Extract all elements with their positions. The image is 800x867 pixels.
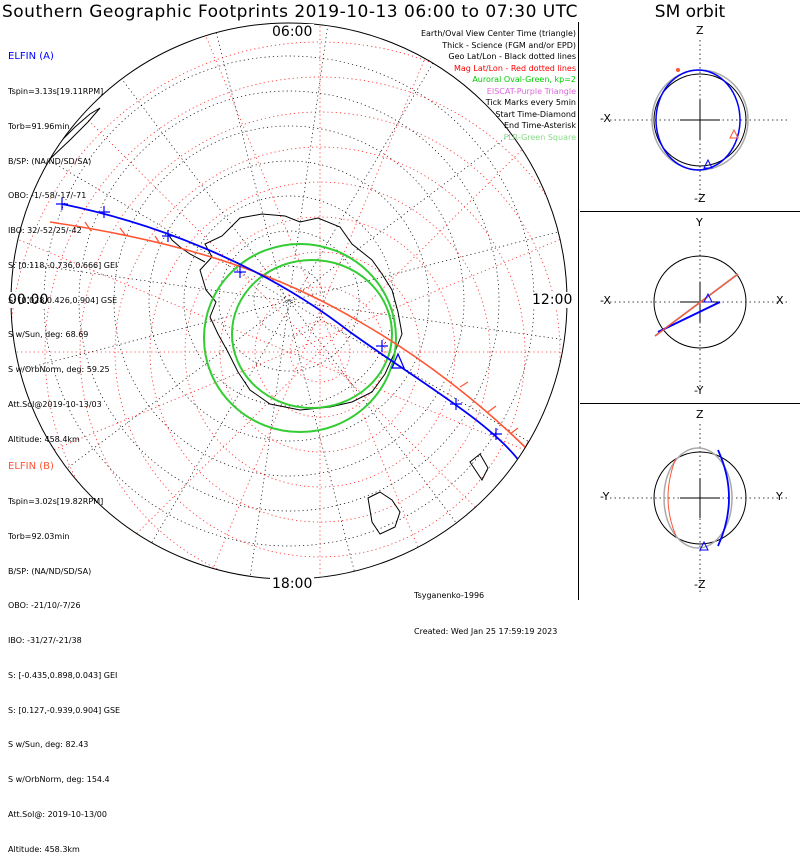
page-title: Southern Geographic Footprints 2019-10-1… [1,2,578,22]
elfin-a-track [61,203,521,463]
sm-panel2-right-label: X [776,294,784,307]
sm-panel3-top-label: Z [696,408,704,421]
elfin-b-ticks [84,221,519,435]
map-legend: Earth/Oval View Center Time (triangle) T… [421,28,576,143]
sm-panel1-bottom-label: -Z [694,192,706,205]
elfin-a-header: ELFIN (A) [8,51,54,63]
australia-coastline [367,491,401,535]
sm-panel-xy: Y -Y -X X [580,214,800,408]
elfin-b-header: ELFIN (B) [8,461,54,473]
sm-panel1-left-label: -X [600,112,611,125]
elfin-a-line: Att.Sol@2019-10-13/03 [8,400,102,409]
elfin-a-line: S: [0.118,-0.736,0.666] GEI [8,260,118,270]
elfin-b-line: S: [-0.435,0.898,0.043] GEI [8,670,118,680]
elfin-a-ticks [56,198,502,440]
elfin-b-line: Att.Sol@: 2019-10-13/00 [8,810,107,819]
sm-panel3-right-label: Y [776,490,783,503]
legend-item: FLR-Green Square [503,132,576,142]
elfin-a-view-center-triangle [391,352,405,369]
elfin-b-line: S w/Sun, deg: 82.43 [8,740,89,750]
sm-orbit-title: SM orbit [654,2,726,22]
elfin-a-line: Tspin=3.13s[19.11RPM] [8,86,104,96]
sm-panel2-left-label: -X [600,294,611,307]
legend-item: EISCAT-Purple Triangle [486,86,576,96]
elfin-b-line: S w/OrbNorm, deg: 154.4 [8,775,110,785]
legend-item: Mag Lat/Lon - Red dotted lines [453,63,576,73]
elfin-b-track [49,221,531,453]
mag-lon-grid [11,23,567,579]
elfin-a-line: S w/Sun, deg: 68.69 [8,330,89,340]
sm-panel3-left-label: -Y [600,490,610,503]
elfin-a-line: B/SP: (NA/ND/SD/SA) [8,156,92,166]
model-credit: Tsyganenko-1996 Created: Wed Jan 25 17:5… [414,566,557,650]
elfin-b-line: OBO: -21/10/-7/26 [8,601,81,611]
auroral-oval-inner [231,259,393,409]
elfin-b-line: B/SP: (NA/ND/SD/SA) [8,566,92,576]
new-zealand-coastline [469,453,489,481]
model-name: Tsyganenko-1996 [414,591,485,600]
elfin-b-info: ELFIN (B) Tspin=3.02s[19.82RPM] Torb=92.… [8,438,120,867]
legend-item: Earth/Oval View Center Time (triangle) [420,29,576,38]
legend-item: Tick Marks every 5min [485,98,576,107]
time-label-left: 00:00 [6,292,51,308]
elfin-a-line: S w/OrbNorm, deg: 59.25 [8,365,110,375]
sm-panel2-bottom-label: -Y [694,384,704,397]
sm-panel-xz: Z -Z -X [580,22,800,216]
elfin-b-line: IBO: -31/27/-21/38 [8,636,82,646]
elfin-a-line: OBO: -1/-58/-17/-71 [8,191,87,201]
geo-lon-grid [11,23,567,579]
elfin-b-line: Torb=92.03min [8,531,70,541]
created-timestamp: Created: Wed Jan 25 17:59:19 2023 [414,627,558,636]
panel-divider [578,22,579,600]
time-label-bottom: 18:00 [270,576,315,592]
sm-panel1-top-label: Z [696,24,704,37]
sm-panel-yz: Z -Z -Y Y [580,406,800,600]
legend-item: Thick - Science (FGM and/or EPD) [442,40,576,50]
elfin-a-line: S: [0.028,0.426,0.904] GSE [8,295,118,305]
elfin-b-line: Tspin=3.02s[19.82RPM] [8,496,104,506]
legend-item: Start Time-Diamond [495,109,576,119]
elfin-b-line: Altitude: 458.3km [8,844,80,854]
time-label-right: 12:00 [530,292,575,308]
legend-item: Geo Lat/Lon - Black dotted lines [448,52,576,61]
elfin-a-line: IBO: 32/-52/25/-42 [8,226,82,236]
legend-item: Auroral Oval-Green, kp=2 [472,75,576,84]
time-label-top: 06:00 [270,24,315,40]
sm-panel2-top-label: Y [696,216,703,229]
antarctic-peninsula [167,233,206,263]
elfin-a-info: ELFIN (A) Tspin=3.13s[19.11RPM] Torb=91.… [8,28,117,457]
elfin-a-line: Torb=91.96min [8,121,70,131]
sm-panel3-bottom-label: -Z [694,578,706,591]
antarctica-coastline [199,213,403,411]
auroral-oval-outer [203,243,397,433]
legend-item: End Time-Asterisk [503,121,576,130]
elfin-a-line: Altitude: 458.4km [8,434,80,444]
elfin-b-line: S: [0.127,-0.939,0.904] GSE [8,705,121,715]
